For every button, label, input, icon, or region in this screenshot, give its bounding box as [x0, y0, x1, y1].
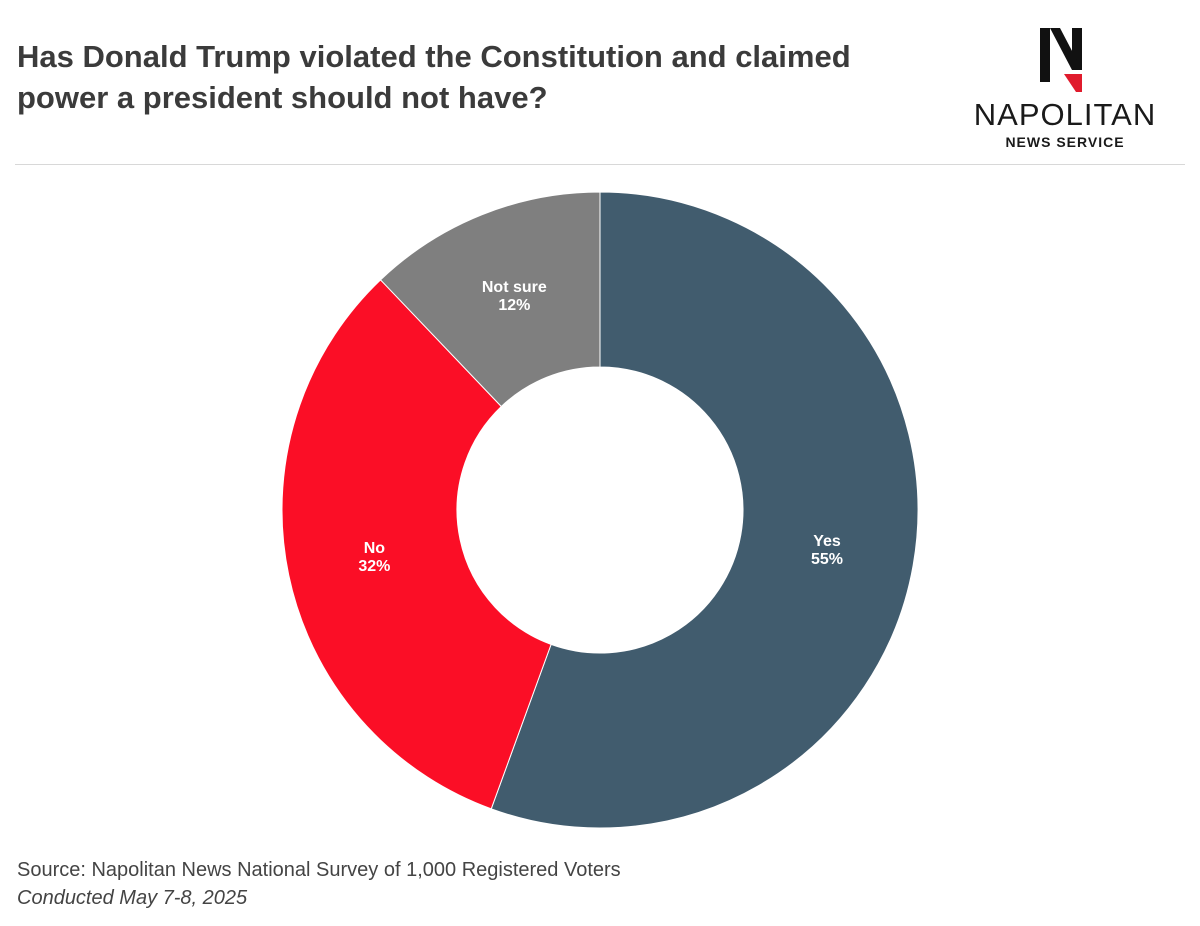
- napolitan-logo: NAPOLITAN NEWS SERVICE: [960, 26, 1170, 156]
- logo-wordmark: NAPOLITAN: [973, 97, 1157, 132]
- slice-value-not-sure: 12%: [498, 297, 530, 314]
- slice-value-yes: 55%: [811, 551, 843, 568]
- slice-not-sure: [379, 191, 601, 408]
- slice-value-no: 32%: [358, 558, 390, 575]
- survey-date: Conducted May 7-8, 2025: [17, 887, 248, 909]
- header-divider: [15, 164, 1185, 165]
- slice-yes: [490, 191, 919, 829]
- slice-no: [281, 279, 552, 810]
- chart-title: Has Donald Trump violated the Constituti…: [17, 39, 851, 115]
- source-note: Source: Napolitan News National Survey o…: [17, 859, 621, 881]
- napolitan-eagle-icon: [1040, 28, 1082, 92]
- slice-label-no: No: [364, 540, 386, 557]
- slice-label-yes: Yes: [813, 533, 841, 550]
- donut-slices: [281, 191, 919, 829]
- slice-label-not-sure: Not sure: [482, 279, 547, 296]
- logo-subtitle: NEWS SERVICE: [1005, 134, 1125, 150]
